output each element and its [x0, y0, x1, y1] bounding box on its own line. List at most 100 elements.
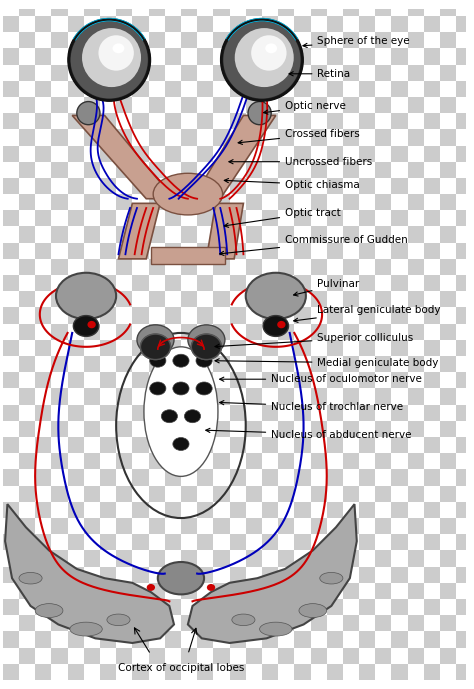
- Bar: [84, 259, 100, 275]
- Bar: [310, 275, 327, 291]
- Bar: [327, 32, 343, 48]
- Bar: [424, 372, 440, 389]
- Bar: [294, 162, 310, 178]
- Bar: [35, 113, 51, 130]
- Bar: [456, 551, 473, 566]
- Bar: [116, 486, 132, 502]
- Bar: [100, 97, 116, 113]
- Bar: [456, 16, 473, 32]
- Ellipse shape: [158, 562, 204, 595]
- Bar: [440, 518, 456, 534]
- Bar: [456, 421, 473, 437]
- Bar: [343, 32, 359, 48]
- Bar: [197, 145, 213, 162]
- Bar: [456, 243, 473, 259]
- Bar: [473, 194, 474, 210]
- Bar: [278, 162, 294, 178]
- Bar: [408, 566, 424, 583]
- Bar: [229, 340, 246, 356]
- Bar: [262, 404, 278, 421]
- Bar: [359, 372, 375, 389]
- Bar: [84, 421, 100, 437]
- Bar: [132, 291, 148, 307]
- Bar: [116, 113, 132, 130]
- Bar: [375, 113, 392, 130]
- Bar: [148, 243, 165, 259]
- Bar: [473, 631, 474, 648]
- Bar: [35, 16, 51, 32]
- Bar: [440, 534, 456, 551]
- Bar: [51, 324, 68, 340]
- Bar: [181, 356, 197, 372]
- Bar: [51, 113, 68, 130]
- Bar: [375, 437, 392, 453]
- Bar: [84, 615, 100, 631]
- Bar: [440, 0, 456, 16]
- Ellipse shape: [320, 573, 343, 584]
- Bar: [456, 0, 473, 16]
- Bar: [473, 648, 474, 664]
- Bar: [116, 243, 132, 259]
- Bar: [246, 81, 262, 97]
- Bar: [424, 275, 440, 291]
- Bar: [310, 48, 327, 65]
- Bar: [165, 275, 181, 291]
- Bar: [19, 210, 35, 227]
- Bar: [359, 437, 375, 453]
- Ellipse shape: [70, 622, 102, 636]
- Bar: [132, 145, 148, 162]
- Bar: [84, 566, 100, 583]
- Bar: [35, 130, 51, 145]
- Bar: [3, 48, 19, 65]
- Bar: [262, 130, 278, 145]
- Ellipse shape: [144, 347, 218, 476]
- Bar: [246, 453, 262, 469]
- Bar: [294, 97, 310, 113]
- Bar: [440, 583, 456, 599]
- Bar: [278, 48, 294, 65]
- Bar: [440, 421, 456, 437]
- Bar: [19, 518, 35, 534]
- Bar: [262, 356, 278, 372]
- Text: Pulvinar: Pulvinar: [293, 279, 360, 296]
- Bar: [100, 227, 116, 243]
- Bar: [343, 404, 359, 421]
- Bar: [84, 194, 100, 210]
- Bar: [100, 307, 116, 324]
- Bar: [165, 631, 181, 648]
- Bar: [213, 340, 229, 356]
- Bar: [246, 518, 262, 534]
- Bar: [278, 275, 294, 291]
- Bar: [3, 113, 19, 130]
- Bar: [148, 0, 165, 16]
- Bar: [229, 502, 246, 518]
- Bar: [84, 648, 100, 664]
- Bar: [84, 518, 100, 534]
- Text: Commissure of Gudden: Commissure of Gudden: [219, 236, 408, 256]
- Bar: [375, 162, 392, 178]
- Bar: [278, 307, 294, 324]
- Bar: [408, 145, 424, 162]
- Bar: [343, 534, 359, 551]
- Bar: [343, 275, 359, 291]
- Bar: [197, 275, 213, 291]
- Bar: [132, 48, 148, 65]
- Bar: [294, 130, 310, 145]
- Bar: [294, 113, 310, 130]
- Bar: [392, 227, 408, 243]
- Bar: [3, 453, 19, 469]
- Bar: [473, 48, 474, 65]
- Bar: [229, 145, 246, 162]
- Bar: [392, 130, 408, 145]
- Bar: [343, 210, 359, 227]
- Bar: [35, 486, 51, 502]
- Bar: [229, 404, 246, 421]
- Bar: [310, 372, 327, 389]
- Bar: [148, 48, 165, 65]
- Bar: [408, 178, 424, 194]
- Bar: [165, 615, 181, 631]
- Bar: [262, 48, 278, 65]
- Bar: [246, 324, 262, 340]
- Bar: [51, 469, 68, 486]
- Bar: [100, 324, 116, 340]
